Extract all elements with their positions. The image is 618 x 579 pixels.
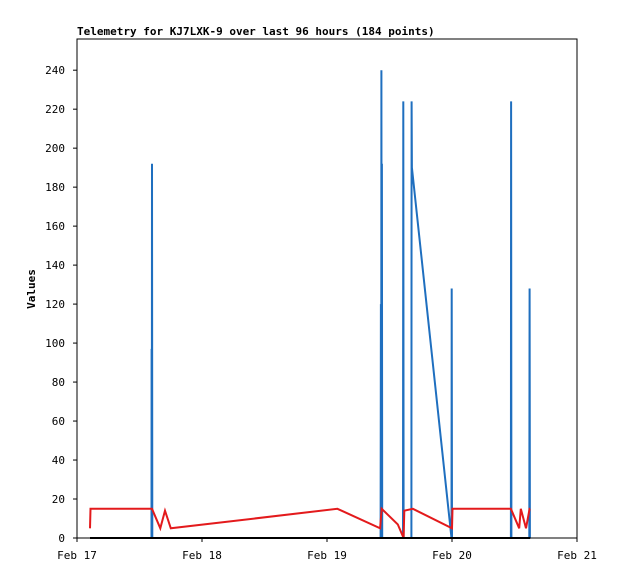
y-tick-label: 140: [45, 259, 65, 272]
y-tick-label: 40: [52, 454, 65, 467]
y-tick-label: 100: [45, 337, 65, 350]
y-axis-label: Values: [25, 269, 38, 309]
x-tick-label: Feb 17: [57, 549, 97, 562]
x-tick-label: Feb 19: [307, 549, 347, 562]
chart-title: Telemetry for KJ7LXK-9 over last 96 hour…: [77, 25, 435, 38]
series-line-2: [89, 506, 531, 539]
series-line-1: [90, 70, 531, 539]
y-tick-label: 80: [52, 376, 65, 389]
y-tick-label: 120: [45, 298, 65, 311]
y-tick-label: 0: [58, 532, 65, 545]
x-tick-label: Feb 18: [182, 549, 222, 562]
plot-frame: [76, 38, 578, 539]
y-tick-label: 220: [45, 103, 65, 116]
y-tick-label: 160: [45, 220, 65, 233]
x-tick-label: Feb 21: [557, 549, 597, 562]
x-tick-label: Feb 20: [432, 549, 472, 562]
y-tick-label: 200: [45, 142, 65, 155]
y-tick-label: 60: [52, 415, 65, 428]
y-tick-label: 20: [52, 493, 65, 506]
y-tick-label: 180: [45, 181, 65, 194]
y-tick-label: 240: [45, 64, 65, 77]
axes-layer: 0 20 40 60 80 100 120 140 160 180 200 220 240 Feb 17 F…: [45, 64, 597, 562]
